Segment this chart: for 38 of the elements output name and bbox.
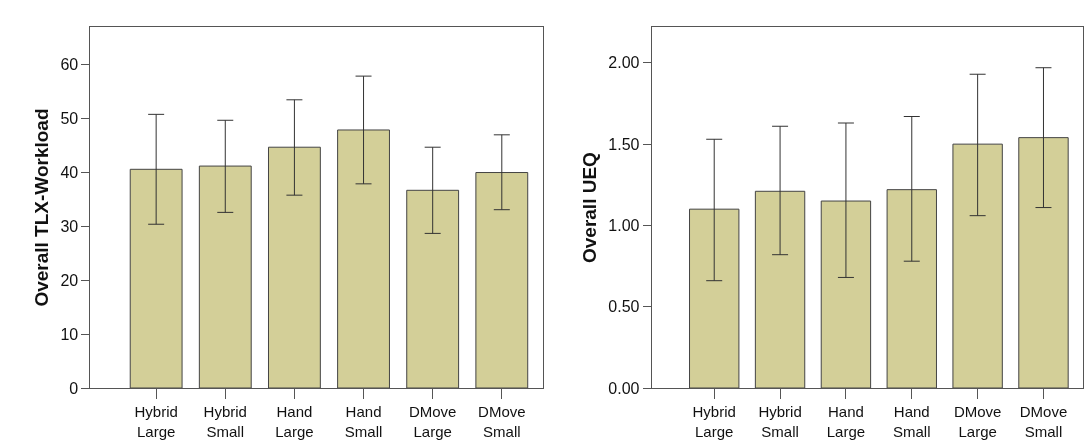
x-tick-label: Hybrid Small xyxy=(758,403,802,440)
y-axis-title: Overall UEQ xyxy=(579,152,601,263)
y-tick-label: 40 xyxy=(60,164,79,182)
bar xyxy=(267,146,321,388)
bar xyxy=(406,189,460,388)
bar xyxy=(1018,137,1069,388)
y-tick-label: 0 xyxy=(69,379,79,397)
y-tick-label: 10 xyxy=(60,325,79,343)
bar xyxy=(129,168,183,388)
bar xyxy=(689,208,740,388)
x-tick-label: Hybrid Small xyxy=(203,403,247,440)
x-tick-label: Hand Small xyxy=(344,403,383,440)
y-tick-label: 1.50 xyxy=(608,135,640,153)
bar xyxy=(886,189,937,388)
x-tick-label: DMove Large xyxy=(953,403,1002,440)
bar xyxy=(820,200,872,388)
x-tick-label: Hand Small xyxy=(893,403,931,440)
x-tick-label: Hand Large xyxy=(275,403,314,440)
x-tick-label: Hybrid Large xyxy=(692,403,736,440)
bar xyxy=(198,165,252,388)
y-tick-label: 0.00 xyxy=(608,379,640,397)
y-tick-label: 2.00 xyxy=(608,54,640,72)
y-tick-label: 1.00 xyxy=(608,217,640,235)
x-tick-label: DMove Small xyxy=(478,403,526,440)
y-tick-label: 20 xyxy=(60,271,79,289)
bar xyxy=(475,172,529,388)
y-tick-label: 50 xyxy=(60,110,79,128)
y-axis-title: Overall TLX-Workload xyxy=(31,108,53,307)
x-tick-label: Hand Large xyxy=(826,403,866,440)
bar xyxy=(337,129,390,388)
x-tick-label: DMove Large xyxy=(408,403,457,440)
y-tick-label: 30 xyxy=(60,218,79,235)
bar xyxy=(952,143,1003,388)
y-tick-label: 0.50 xyxy=(608,298,640,316)
bar xyxy=(754,190,806,388)
x-tick-label: DMove Small xyxy=(1019,403,1068,440)
x-tick-label: Hybrid Large xyxy=(134,403,178,440)
y-tick-label: 60 xyxy=(60,56,79,74)
